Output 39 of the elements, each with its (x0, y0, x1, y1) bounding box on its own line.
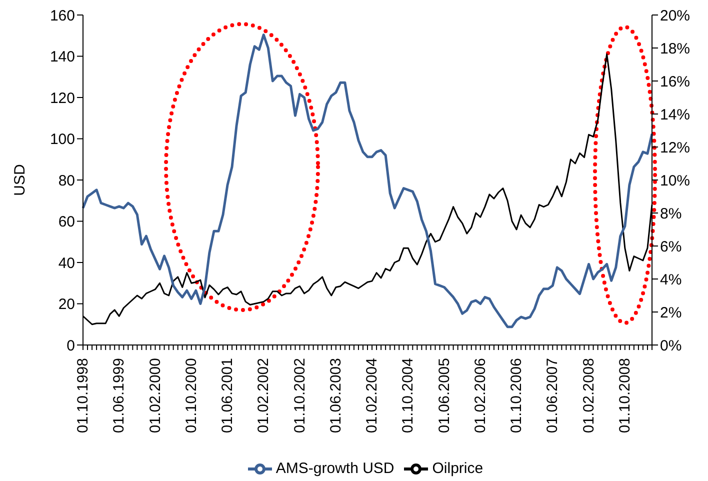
y2-tick-label: 2% (660, 304, 682, 322)
x-tick-label: 01.02.2002 (255, 358, 272, 434)
y-axis-title: USD (11, 164, 28, 196)
x-tick-label: 01.02.2008 (580, 358, 598, 434)
y2-tick-label: 4% (660, 271, 682, 288)
x-tick-label: 01.06.2003 (327, 358, 344, 434)
y-tick-label: 0 (66, 337, 75, 354)
y-tick-label: 120 (50, 90, 75, 107)
x-tick-label: 01.06.2001 (219, 358, 236, 434)
y-tick-label: 40 (58, 254, 75, 272)
y-tick-label: 100 (50, 131, 75, 148)
x-tick-label: 01.10.2004 (400, 358, 417, 434)
y-tick-label: 60 (58, 214, 75, 231)
legend-label: AMS-growth USD (276, 460, 394, 477)
x-tick-label: 01.10.2000 (182, 358, 200, 434)
x-tick-label: 01.06.2005 (436, 358, 453, 434)
y-tick-label: 140 (50, 48, 75, 66)
x-tick-label: 01.10.2008 (616, 358, 634, 434)
x-tick-label: 01.10.2002 (291, 358, 308, 434)
y2-tick-label: 20% (660, 7, 690, 24)
x-tick-label: 01.06.2007 (544, 358, 562, 434)
y2-tick-label: 12% (660, 139, 690, 156)
y-tick-label: 20 (58, 296, 75, 314)
x-tick-label: 01.10.1998 (74, 358, 92, 434)
x-tick-label: 01.02.2006 (472, 358, 489, 434)
y-tick-label: 160 (50, 7, 75, 24)
x-tick-label: 01.10.2006 (508, 358, 526, 434)
y2-tick-label: 8% (660, 205, 682, 222)
x-tick-label: 01.02.2000 (146, 358, 164, 434)
legend-label: Oilprice (432, 460, 484, 477)
y2-tick-label: 14% (660, 106, 690, 124)
x-tick-label: 01.06.1999 (110, 358, 128, 434)
x-tick-label: 01.02.2004 (364, 358, 381, 434)
y2-tick-label: 6% (660, 238, 682, 256)
y2-tick-label: 10% (660, 172, 690, 190)
y2-tick-label: 16% (660, 73, 690, 90)
y2-tick-label: 18% (660, 40, 690, 58)
y-tick-label: 80 (58, 172, 75, 190)
y2-tick-label: 0% (660, 337, 682, 354)
